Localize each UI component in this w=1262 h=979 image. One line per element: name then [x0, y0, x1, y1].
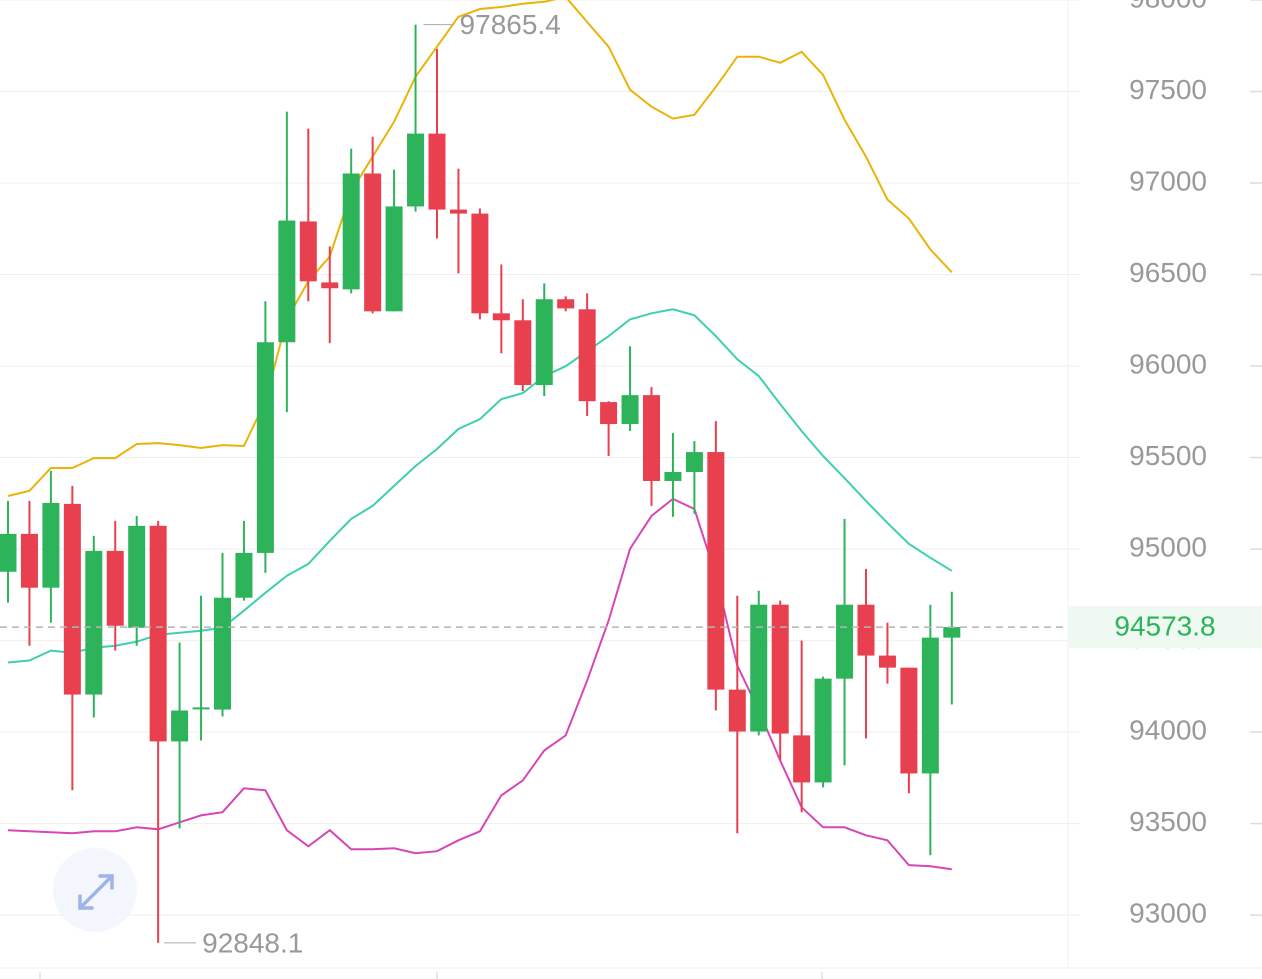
candle-body: [85, 550, 103, 695]
candle-body: [235, 552, 253, 598]
candle-body: [793, 735, 811, 783]
candle-body: [385, 206, 403, 312]
candle-body: [342, 173, 360, 290]
candle-body: [149, 525, 167, 742]
candle-body: [857, 604, 875, 656]
candle-body: [321, 282, 339, 289]
candle-body: [943, 627, 961, 638]
y-tick-label: 97500: [1129, 74, 1207, 105]
candle-body: [128, 525, 146, 628]
candle-body: [814, 678, 832, 783]
bands: [7, 0, 953, 871]
y-tick-label: 96500: [1129, 257, 1207, 288]
candle-body: [63, 503, 81, 695]
candle-body: [921, 637, 939, 774]
candle-body: [750, 604, 768, 732]
candle-body: [664, 472, 682, 481]
y-tick-label: 94000: [1129, 714, 1207, 745]
y-tick-label: 97000: [1129, 165, 1207, 196]
high-label: 97865.4: [460, 9, 561, 40]
y-tick-label: 93500: [1129, 806, 1207, 837]
grid: 9300093500940009450095000955009600096500…: [0, 0, 1262, 928]
expand-button[interactable]: [53, 848, 137, 932]
candle-body: [836, 604, 854, 679]
y-tick-label: 95000: [1129, 531, 1207, 562]
candle-body: [449, 209, 467, 214]
candle-body: [256, 342, 274, 553]
y-tick-label: 96000: [1129, 348, 1207, 379]
candle-body: [171, 710, 189, 742]
candle-body: [900, 667, 918, 774]
candle-body: [278, 220, 296, 343]
candle-body: [364, 173, 382, 312]
candle-body: [600, 402, 618, 425]
candle-body: [407, 133, 425, 207]
band-line: [7, 497, 952, 871]
candle-body: [428, 133, 446, 210]
candles: [0, 24, 961, 943]
candle-body: [878, 655, 896, 668]
band-line: [7, 308, 953, 664]
current-price-box: [1068, 606, 1262, 649]
candle-body: [621, 395, 639, 425]
candle-body: [557, 299, 575, 309]
candle-body: [471, 213, 489, 314]
candle-body: [643, 395, 660, 481]
y-tick-label: 98000: [1129, 0, 1207, 13]
candle-body: [0, 533, 17, 572]
candle-body: [214, 597, 231, 710]
current-price-label: 94573.8: [1114, 610, 1215, 641]
candle-body: [20, 533, 38, 588]
candle-body: [299, 221, 317, 282]
candle-body: [685, 452, 703, 473]
labels: 97865.4 92848.1 94573.8: [0, 9, 1262, 958]
y-tick-label: 95500: [1129, 440, 1207, 471]
candle-body: [728, 689, 746, 732]
candle-body: [707, 452, 725, 690]
candle-body: [535, 299, 553, 386]
candle-body: [106, 550, 124, 626]
candle-body: [771, 604, 789, 734]
candle-body: [514, 320, 532, 386]
low-label: 92848.1: [202, 927, 303, 958]
candle-body: [42, 502, 60, 588]
candle-body: [578, 309, 596, 402]
candle-body: [492, 313, 510, 321]
band-line: [7, 0, 953, 497]
y-tick-label: 93000: [1129, 897, 1207, 928]
candle-body: [192, 707, 210, 710]
